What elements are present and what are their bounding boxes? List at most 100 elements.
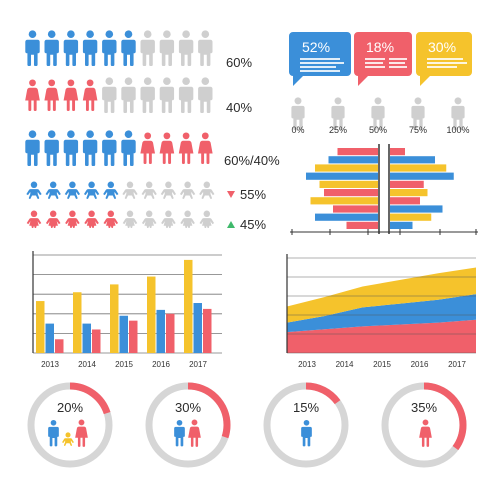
diverging-bar-right bbox=[390, 205, 443, 213]
diverging-bar-right bbox=[390, 148, 405, 156]
callout-yellow: 30% bbox=[416, 32, 472, 86]
man-icon bbox=[63, 30, 79, 66]
donut-segment bbox=[27, 382, 113, 468]
stacked-area-chart: 2013 2014 2015 2016 2017 bbox=[286, 254, 476, 369]
man-icon bbox=[25, 30, 40, 66]
area-band bbox=[287, 294, 476, 333]
diverging-bar-right bbox=[390, 213, 432, 221]
bar-x-tick-label: 2014 bbox=[78, 360, 96, 369]
man-icon bbox=[82, 30, 98, 66]
girl-icon bbox=[65, 210, 80, 228]
boy-icon bbox=[83, 181, 100, 199]
man-icon bbox=[159, 30, 175, 66]
kids-rows bbox=[26, 181, 215, 228]
bar bbox=[36, 301, 45, 353]
donut-label: 35% bbox=[411, 400, 437, 415]
grouped-bar-chart: 2013 2014 2015 2016 2017 bbox=[32, 251, 222, 369]
callout-blue-value: 52% bbox=[302, 39, 330, 55]
man-icon bbox=[44, 30, 59, 66]
bar bbox=[45, 323, 54, 353]
row-label-mixed: 60%/40% bbox=[224, 153, 280, 168]
man-icon bbox=[140, 30, 155, 66]
girl-icon bbox=[180, 210, 195, 228]
girl-icon bbox=[84, 210, 99, 228]
diverging-bar-chart bbox=[290, 144, 478, 235]
woman-icon bbox=[44, 79, 60, 111]
man-icon bbox=[102, 30, 117, 66]
diverging-bar-left bbox=[337, 148, 378, 156]
callout-blue: 52% bbox=[289, 32, 351, 86]
bar-x-tick-label: 2013 bbox=[41, 360, 59, 369]
man-icon bbox=[121, 77, 136, 113]
woman-icon bbox=[188, 419, 201, 447]
man-icon bbox=[48, 419, 59, 447]
donut-charts: 20% 30% 15% 35% bbox=[27, 382, 467, 468]
bar bbox=[55, 339, 64, 353]
child-icon bbox=[62, 432, 74, 446]
donut-label: 20% bbox=[57, 400, 83, 415]
people-rows bbox=[25, 30, 213, 166]
girl-icon bbox=[103, 210, 119, 228]
man-icon bbox=[121, 30, 136, 66]
diverging-bar-left bbox=[310, 197, 378, 205]
diverging-bar-right bbox=[390, 164, 447, 172]
trend-up-icon bbox=[227, 221, 235, 228]
donut-segment bbox=[263, 382, 349, 468]
man-icon bbox=[102, 130, 117, 166]
area-x-tick-label: 2014 bbox=[336, 360, 354, 369]
woman-icon bbox=[82, 79, 98, 111]
man-icon bbox=[82, 130, 98, 166]
area-x-tick-label: 2015 bbox=[373, 360, 391, 369]
man-icon bbox=[121, 130, 136, 166]
boy-icon bbox=[122, 181, 138, 199]
area-x-tick-label: 2013 bbox=[298, 360, 316, 369]
woman-icon bbox=[419, 419, 432, 447]
bar-x-tick-label: 2016 bbox=[152, 360, 170, 369]
man-icon bbox=[178, 30, 194, 66]
boy-icon bbox=[160, 181, 177, 199]
boy-icon bbox=[179, 181, 196, 199]
woman-icon bbox=[63, 79, 79, 111]
donut-segment bbox=[145, 382, 231, 468]
man-icon bbox=[63, 130, 79, 166]
bar bbox=[110, 284, 119, 353]
girl-icon bbox=[26, 210, 42, 228]
man-icon bbox=[159, 77, 175, 113]
woman-icon bbox=[140, 132, 156, 164]
woman-icon bbox=[25, 79, 40, 111]
fill-level-label: 50% bbox=[369, 125, 387, 135]
bar bbox=[203, 308, 212, 353]
donut-label: 30% bbox=[175, 400, 201, 415]
callout-red-value: 18% bbox=[366, 39, 394, 55]
bar bbox=[184, 259, 193, 353]
bar bbox=[156, 309, 165, 353]
bar-x-tick-label: 2015 bbox=[115, 360, 133, 369]
row-label-female: 40% bbox=[226, 100, 252, 115]
diverging-bar-right bbox=[390, 156, 435, 164]
diverging-bar-left bbox=[315, 213, 378, 221]
girl-icon bbox=[199, 210, 215, 228]
bar bbox=[82, 323, 91, 353]
bar bbox=[129, 320, 138, 353]
diverging-bar-left bbox=[324, 189, 378, 197]
boy-icon bbox=[45, 181, 61, 199]
man-icon bbox=[198, 77, 213, 113]
girl-icon bbox=[161, 210, 176, 228]
man-icon bbox=[140, 77, 155, 113]
diverging-bar-right bbox=[390, 197, 420, 205]
woman-icon bbox=[159, 132, 175, 164]
bar bbox=[73, 292, 82, 353]
fill-level-label: 100% bbox=[446, 125, 469, 135]
girl-icon bbox=[45, 210, 61, 228]
boy-icon bbox=[199, 181, 215, 199]
diverging-bar-right bbox=[390, 221, 413, 229]
boy-icon bbox=[26, 181, 42, 199]
bar bbox=[193, 303, 202, 353]
area-band bbox=[287, 319, 476, 353]
boy-icon bbox=[64, 181, 81, 199]
diverging-bar-left bbox=[328, 156, 378, 164]
diverging-bar-right bbox=[390, 189, 428, 197]
boy-icon bbox=[103, 181, 119, 199]
man-icon bbox=[25, 130, 40, 166]
